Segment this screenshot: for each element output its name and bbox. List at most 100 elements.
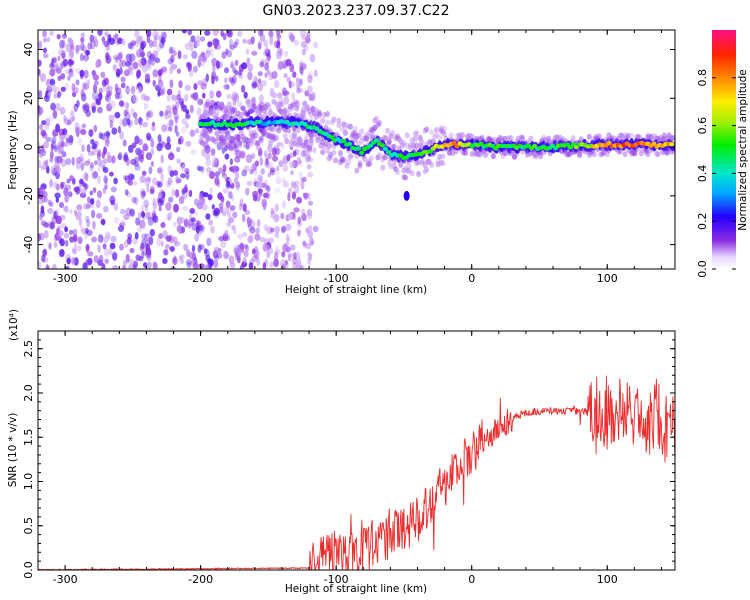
noise-blob [38,233,42,242]
signal-halo [370,127,376,134]
noise-blob [225,206,230,213]
noise-blob [47,199,52,206]
noise-blob [122,117,128,127]
noise-blob [153,260,157,269]
noise-blob [45,264,50,269]
noise-blob [91,70,97,76]
signal-halo [344,122,350,129]
signal-halo [248,131,254,138]
noise-blob [289,244,296,251]
noise-blob [269,247,273,255]
noise-blob [105,95,110,101]
signal-halo [342,124,348,131]
signal-halo [203,131,208,138]
noise-blob [235,179,239,189]
noise-blob [146,254,152,262]
signal-halo [362,135,368,142]
noise-blob [306,164,312,170]
noise-blob [168,126,173,132]
signal-halo [471,150,477,156]
noise-blob [255,139,261,146]
noise-blob [121,59,127,67]
noise-blob [291,182,297,189]
noise-blob [40,220,47,226]
signal-halo [292,140,298,147]
signal-halo [391,143,397,150]
noise-blob [145,176,152,182]
noise-blob [225,48,229,55]
noise-blob [43,47,47,54]
noise-blob [252,248,256,255]
noise-blob [98,234,104,243]
signal-halo [315,137,321,144]
noise-blob [224,144,228,152]
noise-blob [117,225,125,232]
noise-blob [60,86,66,92]
signal-halo [318,138,324,145]
signal-halo [438,127,444,134]
y-tick-label: 0.0 [22,561,35,579]
noise-blob [101,151,106,159]
signal-halo [463,149,469,156]
noise-blob [282,164,289,172]
noise-blob [71,246,78,255]
noise-blob [244,137,251,144]
noise-blob [133,180,138,186]
signal-halo [225,142,231,149]
signal-halo [367,129,373,136]
signal-halo [596,133,602,140]
noise-blob [224,153,230,160]
signal-halo [204,102,210,108]
noise-blob [202,192,209,198]
noise-blob [251,50,258,56]
noise-blob [305,243,312,250]
noise-blob [264,192,271,199]
noise-blob [292,130,297,138]
noise-blob [204,145,211,154]
noise-blob [59,107,66,115]
signal-halo [372,124,378,131]
noise-blob [128,259,135,265]
signal-halo [347,153,353,160]
signal-halo [619,132,625,139]
y-tick-label: -40 [22,236,35,254]
noise-blob [287,252,294,258]
signal-halo [220,139,226,145]
noise-blob [300,88,304,94]
signal-halo [464,133,470,140]
noise-blob [168,152,175,161]
noise-blob [212,64,216,73]
noise-blob [228,216,234,223]
noise-blob [128,263,134,269]
signal-peak [379,143,386,148]
signal-halo [220,143,226,150]
noise-blob [51,136,57,144]
signal-halo [316,109,322,116]
signal-halo [490,153,496,160]
noise-blob [169,79,174,88]
noise-blob [141,190,146,198]
noise-blob [54,192,61,199]
noise-blob [280,259,286,268]
snr-panel: -300 -200 -100 0 100 0.0 0.5 1.0 1.5 2.0 2.5 Heigh… [7,309,676,595]
noise-blob [103,236,109,244]
noise-blob [310,106,316,112]
signal-halo [198,98,204,105]
noise-blob [52,129,59,137]
signal-halo [365,161,371,168]
signal-halo [243,109,249,116]
noise-blob [64,266,70,269]
signal-halo [622,151,628,158]
noise-blob [111,155,116,164]
noise-blob [124,87,131,94]
noise-blob [209,48,214,57]
noise-blob [308,110,314,118]
signal-halo [560,136,566,143]
noise-blob [61,151,67,158]
noise-blob [238,203,243,211]
signal-halo [341,157,347,164]
noise-blob [104,31,109,37]
signal-halo [235,135,241,142]
noise-blob [77,236,83,245]
noise-blob [168,234,174,244]
